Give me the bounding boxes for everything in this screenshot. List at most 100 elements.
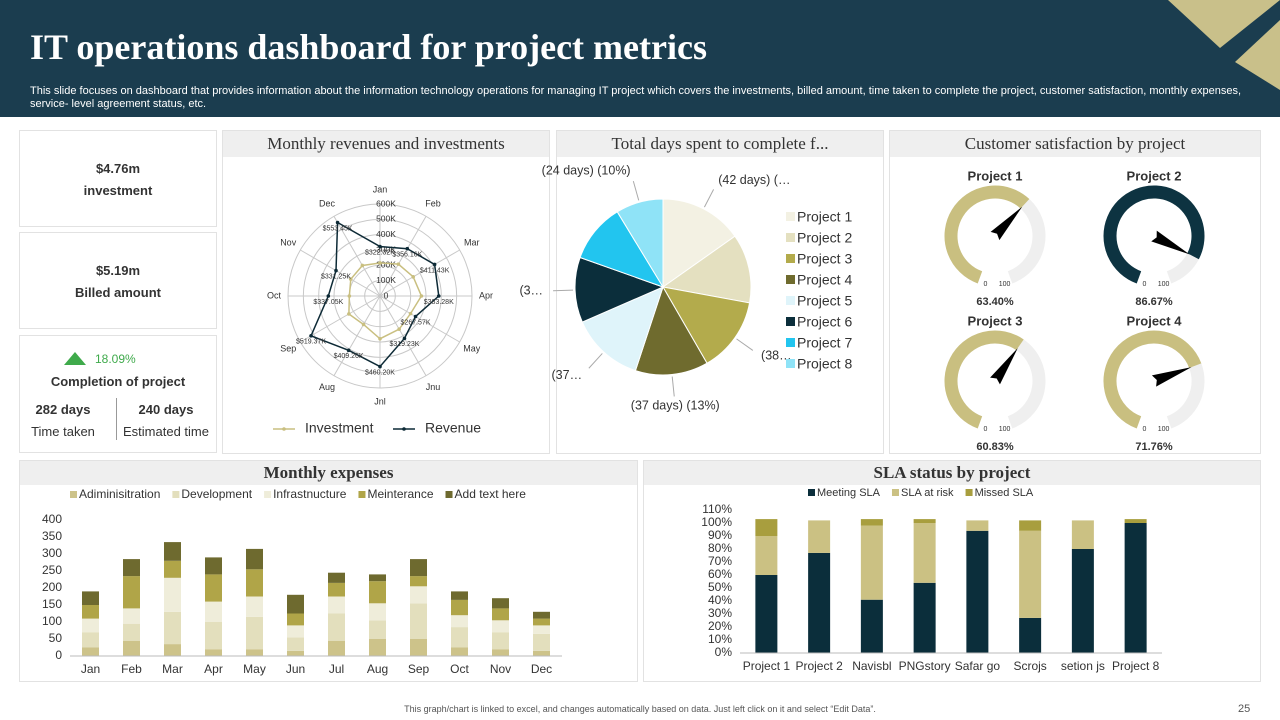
x-tick-label: Project 2 (795, 659, 843, 673)
bar-segment (287, 613, 304, 626)
radar-tick-label: 600K (376, 198, 396, 208)
x-tick-label: May (243, 662, 266, 676)
legend-label: Meeting SLA (817, 487, 881, 499)
data-label: $356.16K (392, 252, 422, 259)
panel-title: Monthly revenues and investments (223, 131, 549, 157)
radar-point (378, 244, 382, 249)
bar-segment (533, 633, 550, 651)
radar-category-label: Sep (280, 343, 296, 353)
bar-segment (287, 637, 304, 651)
bar-segment (966, 520, 989, 531)
bar-segment (205, 574, 222, 602)
bar-segment (246, 616, 263, 650)
bar-segment (246, 649, 263, 656)
legend-label: Project 4 (797, 272, 852, 288)
y-tick-label: 300 (42, 546, 62, 560)
bar-segment (410, 586, 427, 604)
gauge-name: Project 2 (1127, 168, 1182, 183)
kpi-label: Completion of project (50, 374, 186, 389)
pie-slice (616, 198, 664, 289)
gauge-fill (1103, 185, 1205, 284)
bar-segment (123, 623, 140, 641)
bar-segment (246, 569, 263, 597)
kpi-completion: 18.09% Completion of project 282 days Ti… (19, 335, 217, 453)
gauge-value: 63.40% (976, 296, 1014, 308)
bar-segment (533, 625, 550, 634)
data-label: (37… (552, 368, 583, 382)
bar-segment (369, 581, 386, 604)
bar-segment (410, 576, 427, 587)
y-tick-label: 150 (42, 597, 62, 611)
gauge-fill (1103, 330, 1202, 429)
radar-spoke (300, 249, 381, 297)
legend-swatch (358, 491, 366, 498)
bar-segment (410, 639, 427, 656)
radar-point (396, 262, 401, 266)
legend-label: SLA at risk (901, 487, 954, 499)
bar-segment (1124, 523, 1147, 653)
radar-category-label: Feb (425, 199, 441, 209)
bar-segment (82, 632, 99, 648)
legend-label: Revenue (425, 420, 481, 436)
gauge-tick-label: 0 (983, 281, 987, 288)
radar-tick-label: 200K (376, 260, 396, 270)
radar-point (361, 322, 366, 327)
x-tick-label: Project 1 (743, 659, 791, 673)
x-tick-label: Safar go (955, 659, 1001, 673)
pie-slice (662, 286, 751, 364)
radar-tick-label: 400K (376, 229, 396, 239)
legend-label: Project 7 (797, 335, 852, 351)
bar-segment (451, 627, 468, 648)
gauge-needle (990, 206, 1023, 241)
legend-label: Project 6 (797, 314, 852, 330)
data-label: (38… (761, 348, 792, 362)
radar-point (378, 261, 382, 265)
bar-segment (492, 649, 509, 656)
y-tick-label: 80% (708, 541, 732, 555)
y-tick-label: 60% (708, 567, 732, 581)
radar-point (378, 364, 382, 369)
y-tick-label: 70% (708, 554, 732, 568)
kpi-value: 282 days (35, 402, 91, 417)
legend-swatch (402, 427, 406, 431)
gauge-tick-label: 100 (1158, 426, 1170, 433)
x-tick-label: Oct (450, 662, 469, 676)
radar-tick-label: 0 (384, 290, 389, 300)
up-arrow (64, 352, 86, 365)
footer-note: This graph/chart is linked to excel, and… (404, 704, 876, 714)
bar-segment (860, 519, 883, 526)
x-tick-label: Mar (162, 662, 183, 676)
kpi-label: Billed amount (75, 285, 161, 300)
legend-swatch (786, 338, 795, 347)
bar-segment (328, 582, 345, 597)
bar-segment (1019, 617, 1042, 653)
y-tick-label: 10% (708, 632, 732, 646)
gauge-track (1166, 363, 1205, 429)
x-tick-label: Aug (367, 662, 388, 676)
leader-line (736, 338, 754, 351)
legend-swatch (70, 491, 77, 498)
x-tick-label: Project 8 (1112, 659, 1160, 673)
radar-point (397, 327, 401, 331)
data-label: $319.23K (389, 341, 419, 348)
y-tick-label: 50% (708, 580, 732, 594)
bar-segment (808, 552, 831, 653)
bar-segment (164, 611, 181, 645)
data-label: (42 days) (… (718, 173, 790, 187)
y-tick-label: 0 (55, 648, 62, 662)
radar-category-label: Jnl (374, 396, 386, 406)
bar-segment (287, 625, 304, 638)
radar-category-label: Mar (464, 237, 480, 247)
bar-segment (82, 647, 99, 656)
radar-spoke (333, 295, 381, 376)
legend-swatch (786, 317, 795, 326)
bar-segment (205, 601, 222, 622)
gauge-tick-label: 0 (1142, 426, 1146, 433)
gauge-track (1166, 252, 1199, 284)
legend-swatch (808, 489, 815, 496)
radar-point (348, 277, 353, 281)
radar-tick-label: 100K (376, 275, 396, 285)
y-tick-label: 110% (702, 502, 732, 516)
bar-segment (164, 542, 181, 561)
